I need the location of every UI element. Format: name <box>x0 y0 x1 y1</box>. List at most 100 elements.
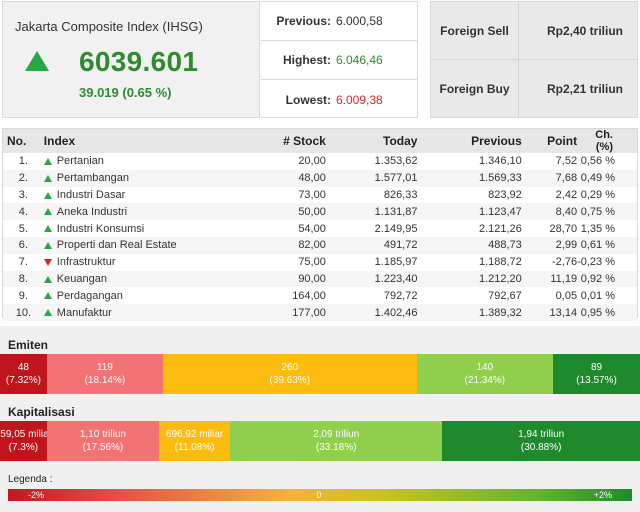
legend-label: Legenda : <box>8 474 53 485</box>
row-stock: 177,00 <box>292 306 326 319</box>
row-index-name: Pertambangan <box>56 172 129 185</box>
row-index-name: Infrastruktur <box>56 256 116 269</box>
ihsg-stats: Previous: 6.000,58 Highest: 6.046,46 Low… <box>261 1 418 118</box>
table-header-row: No. Index # Stock Today Previous Point C… <box>3 129 637 153</box>
row-today: 1.131,87 <box>374 205 418 218</box>
stat-highest: Highest: 6.046,46 <box>261 41 417 80</box>
row-no: 3. <box>18 188 28 201</box>
row-index-cell: Infrastruktur <box>43 254 219 271</box>
row-today: 1.402,46 <box>374 306 418 319</box>
row-index-cell: Industri Konsumsi <box>43 220 219 237</box>
row-today: 826,33 <box>383 188 418 201</box>
summary-panel: Jakarta Composite Index (IHSG) 6039.601 … <box>0 0 640 118</box>
row-point: 2,42 <box>555 188 578 201</box>
segment-percent: (33.18%) <box>315 442 357 453</box>
col-previous-header: Previous <box>471 134 522 148</box>
legend-mid-label: 0 <box>316 490 322 500</box>
stat-highest-label: Highest: <box>283 53 331 67</box>
row-previous: 1.212,20 <box>478 272 522 285</box>
row-stock: 54,00 <box>298 222 326 235</box>
row-previous: 792,67 <box>488 289 522 302</box>
row-point: 28,70 <box>549 222 578 235</box>
row-index-cell: Keuangan <box>43 271 219 288</box>
up-triangle-icon <box>43 208 52 216</box>
table-row: 9. Perdagangan 164,00 792,72 792,67 0,05 0,01 … <box>3 287 637 304</box>
row-stock: 48,00 <box>298 172 326 185</box>
sector-index-table: No. Index # Stock Today Previous Point C… <box>2 128 638 321</box>
row-point: 11,19 <box>550 272 578 285</box>
up-triangle-icon <box>43 275 52 283</box>
stat-previous-label: Previous: <box>276 14 331 28</box>
row-today: 1.223,40 <box>374 272 418 285</box>
table-row: 5. Industri Konsumsi 54,00 2.149,95 2.121,26… <box>3 220 637 237</box>
row-no: 2. <box>18 172 28 185</box>
stat-lowest: Lowest: 6.009,38 <box>261 80 417 119</box>
table-row: 7. Infrastruktur 75,00 1.185,97 1.188,72 -2,7… <box>3 254 637 271</box>
table-row: 8. Keuangan 90,00 1.223,40 1.212,20 11,19 0,92… <box>3 270 637 288</box>
segment-percent: (17.56%) <box>82 442 124 453</box>
stat-lowest-value: 6.009,38 <box>336 92 383 107</box>
row-index-cell: Industri Dasar <box>43 187 219 204</box>
foreign-sell-row: Foreign Sell Rp2,40 triliun <box>431 2 637 60</box>
row-point: 13,14 <box>549 306 578 319</box>
row-change: 0,01 % <box>580 289 615 302</box>
emiten-segment: 48 (7.32%) <box>0 354 47 394</box>
table-row: 2. Pertambangan 48,00 1.577,01 1.569,33 7,68 0… <box>3 169 637 187</box>
row-stock: 73,00 <box>298 188 326 201</box>
row-no: 6. <box>18 239 28 252</box>
row-stock: 90,00 <box>298 272 326 285</box>
row-change: 0,29 % <box>580 188 615 201</box>
up-triangle-icon <box>43 191 52 199</box>
kap-segment: 459,05 miliar (7.3%) <box>0 421 47 461</box>
row-previous: 1.389,32 <box>478 306 522 319</box>
row-today: 792,72 <box>383 289 418 302</box>
row-previous: 1.346,10 <box>478 155 522 168</box>
row-previous: 1.188,72 <box>478 256 522 269</box>
foreign-buy-row: Foreign Buy Rp2,21 triliun <box>431 60 637 117</box>
row-change: 0,61 % <box>580 239 615 252</box>
row-previous: 2.121,26 <box>478 222 522 235</box>
row-index-name: Properti dan Real Estate <box>56 239 177 252</box>
emiten-segment: 119 (18.14%) <box>46 354 163 394</box>
col-point-header: Point <box>547 134 578 148</box>
table-row: 4. Aneka Industri 50,00 1.131,87 1.123,47 8,4… <box>3 203 637 221</box>
foreign-sell-value: Rp2,40 triliun <box>546 23 623 38</box>
table-row: 3. Industri Dasar 73,00 826,33 823,92 2,42 0,2… <box>3 187 637 204</box>
segment-value: 140 <box>476 362 494 373</box>
row-no: 1. <box>18 155 28 168</box>
table-row: 1. Pertanian 20,00 1.353,62 1.346,10 7,52 0,56… <box>3 153 637 170</box>
segment-percent: (7.3%) <box>8 442 39 453</box>
legend-max-label: +2% <box>593 490 612 500</box>
row-previous: 1.569,33 <box>478 172 522 185</box>
legend-min-label: -2% <box>28 490 45 500</box>
segment-value: 459,05 miliar <box>0 429 47 440</box>
segment-percent: (30.88%) <box>520 442 562 453</box>
row-today: 1.577,01 <box>374 172 418 185</box>
row-point: 8,40 <box>555 205 578 218</box>
emiten-title: Emiten <box>8 338 49 352</box>
col-change-header: Ch. (%) <box>595 129 613 153</box>
row-point: 7,52 <box>555 155 578 168</box>
emiten-segment: 140 (21.34%) <box>416 354 554 394</box>
col-today-header: Today <box>383 134 418 148</box>
row-stock: 82,00 <box>298 239 326 252</box>
row-change: 1,35 % <box>580 222 615 235</box>
row-index-name: Industri Konsumsi <box>56 222 145 235</box>
up-triangle-icon <box>43 309 52 317</box>
row-change: -0,23 % <box>577 256 615 269</box>
segment-percent: (21.34%) <box>464 375 506 386</box>
segment-percent: (18.14%) <box>84 375 126 386</box>
segment-value: 696,92 miliar <box>165 429 224 440</box>
row-previous: 823,92 <box>488 188 522 201</box>
row-index-cell: Manufaktur <box>43 304 219 321</box>
stat-previous: Previous: 6.000,58 <box>261 2 417 41</box>
segment-percent: (39.63%) <box>269 375 311 386</box>
row-stock: 20,00 <box>298 155 326 168</box>
row-change: 0,92 % <box>580 272 615 285</box>
row-today: 1.353,62 <box>374 155 418 168</box>
row-no: 9. <box>18 289 28 302</box>
row-today: 491,72 <box>383 239 418 252</box>
legend-gradient-bar: -2% 0 +2% <box>8 489 632 501</box>
row-point: 7,68 <box>555 172 578 185</box>
row-index-name: Industri Dasar <box>56 188 126 201</box>
